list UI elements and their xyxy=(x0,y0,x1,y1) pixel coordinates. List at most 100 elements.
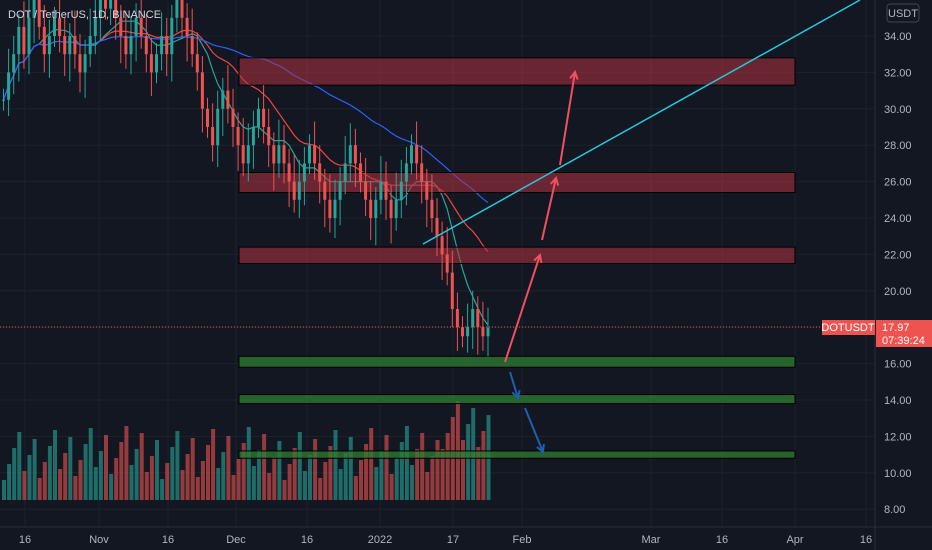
candle-body[interactable] xyxy=(170,17,174,55)
currency-button-frame[interactable] xyxy=(886,3,920,23)
candle-body[interactable] xyxy=(389,199,393,218)
bearish-arrow-1[interactable] xyxy=(509,371,519,399)
candle-body[interactable] xyxy=(134,17,138,36)
candle-body[interactable] xyxy=(165,36,169,55)
candlesticks[interactable] xyxy=(2,0,490,357)
bullish-arrow-1[interactable] xyxy=(504,254,541,363)
candle-body[interactable] xyxy=(185,17,189,36)
candle-body[interactable] xyxy=(466,327,470,337)
candle-body[interactable] xyxy=(348,145,352,164)
candle-body[interactable] xyxy=(399,181,403,200)
candle-body[interactable] xyxy=(93,17,97,36)
bullish-arrow-3[interactable] xyxy=(559,71,576,166)
candle-body[interactable] xyxy=(481,327,485,337)
candle-body[interactable] xyxy=(216,108,220,146)
currency-button[interactable]: USDT xyxy=(886,3,920,23)
candle-body[interactable] xyxy=(267,127,271,146)
candle-body[interactable] xyxy=(246,145,250,164)
candle-body[interactable] xyxy=(124,36,128,55)
candle-body[interactable] xyxy=(435,218,439,237)
candle-body[interactable] xyxy=(476,309,480,328)
candle-body[interactable] xyxy=(461,327,464,337)
support-zone[interactable] xyxy=(238,355,796,368)
candle-body[interactable] xyxy=(379,181,383,200)
resistance-zone[interactable] xyxy=(238,172,796,194)
candle-body[interactable] xyxy=(47,36,51,55)
candle-body[interactable] xyxy=(139,17,143,36)
candle-body[interactable] xyxy=(369,199,373,218)
candle-body[interactable] xyxy=(73,36,77,55)
resistance-zone[interactable] xyxy=(238,246,796,264)
candle-body[interactable] xyxy=(257,108,260,127)
candle-body[interactable] xyxy=(364,181,368,200)
candle-body[interactable] xyxy=(160,36,164,55)
candle-body[interactable] xyxy=(445,254,449,273)
candle-body[interactable] xyxy=(211,127,215,146)
trendline[interactable] xyxy=(422,0,861,245)
candle-body[interactable] xyxy=(359,163,362,182)
candle-body[interactable] xyxy=(144,36,148,55)
candle-body[interactable] xyxy=(415,145,419,164)
candle-body[interactable] xyxy=(353,145,357,164)
candle-body[interactable] xyxy=(180,0,184,18)
candle-body[interactable] xyxy=(53,17,56,36)
candle-body[interactable] xyxy=(78,54,82,73)
candle-body[interactable] xyxy=(206,108,209,127)
candle-body[interactable] xyxy=(68,36,72,55)
candle-body[interactable] xyxy=(425,181,429,200)
candle-body[interactable] xyxy=(404,163,408,182)
candle-body[interactable] xyxy=(22,26,26,55)
candle-body[interactable] xyxy=(241,145,245,164)
candle-body[interactable] xyxy=(471,309,475,328)
candle-body[interactable] xyxy=(7,72,11,100)
candle-body[interactable] xyxy=(308,145,311,164)
candle-body[interactable] xyxy=(297,181,301,200)
bullish-arrow-2[interactable] xyxy=(541,177,557,241)
candle-body[interactable] xyxy=(149,54,153,73)
candle-body[interactable] xyxy=(175,0,179,18)
candle-body[interactable] xyxy=(450,272,454,309)
candle-body[interactable] xyxy=(37,0,41,27)
candle-body[interactable] xyxy=(277,145,281,164)
candle-body[interactable] xyxy=(98,0,102,18)
candle-body[interactable] xyxy=(63,36,67,55)
candle-body[interactable] xyxy=(410,145,413,164)
candle-body[interactable] xyxy=(2,99,5,101)
candle-body[interactable] xyxy=(313,145,317,164)
candle-body[interactable] xyxy=(221,90,225,109)
candle-body[interactable] xyxy=(272,145,276,164)
candle-body[interactable] xyxy=(195,54,199,73)
candle-body[interactable] xyxy=(328,199,332,218)
drawings[interactable] xyxy=(422,0,861,454)
candle-body[interactable] xyxy=(42,26,46,55)
candle-body[interactable] xyxy=(262,108,266,127)
candle-body[interactable] xyxy=(32,0,36,18)
candle-body[interactable] xyxy=(343,163,347,182)
candle-body[interactable] xyxy=(338,181,342,200)
candle-body[interactable] xyxy=(333,199,337,218)
time-axis[interactable]: 16 Nov 16 Dec 16 2022 17 Feb Mar 16 Apr 16 xyxy=(19,534,872,546)
candle-body[interactable] xyxy=(318,163,322,182)
currency-label[interactable]: USDT xyxy=(888,8,918,20)
candle-body[interactable] xyxy=(282,145,286,164)
candle-body[interactable] xyxy=(292,181,296,200)
candle-body[interactable] xyxy=(440,236,444,255)
price-zones[interactable] xyxy=(238,57,796,459)
candle-body[interactable] xyxy=(190,36,194,55)
bearish-arrow-2[interactable] xyxy=(524,407,544,453)
support-zone[interactable] xyxy=(238,450,796,459)
candle-body[interactable] xyxy=(104,0,107,9)
candle-body[interactable] xyxy=(486,327,490,337)
candle-body[interactable] xyxy=(384,181,388,200)
candle-body[interactable] xyxy=(455,309,459,328)
candle-body[interactable] xyxy=(200,72,204,109)
candle-body[interactable] xyxy=(58,17,62,36)
candle-body[interactable] xyxy=(83,54,87,73)
candle-body[interactable] xyxy=(302,163,306,182)
candle-body[interactable] xyxy=(155,54,158,73)
candle-body[interactable] xyxy=(114,0,118,18)
candle-body[interactable] xyxy=(236,127,240,146)
resistance-zone[interactable] xyxy=(238,57,796,86)
candle-body[interactable] xyxy=(109,0,113,9)
